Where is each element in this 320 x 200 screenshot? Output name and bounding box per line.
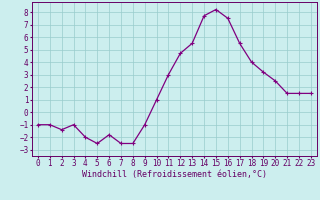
X-axis label: Windchill (Refroidissement éolien,°C): Windchill (Refroidissement éolien,°C) [82,170,267,179]
